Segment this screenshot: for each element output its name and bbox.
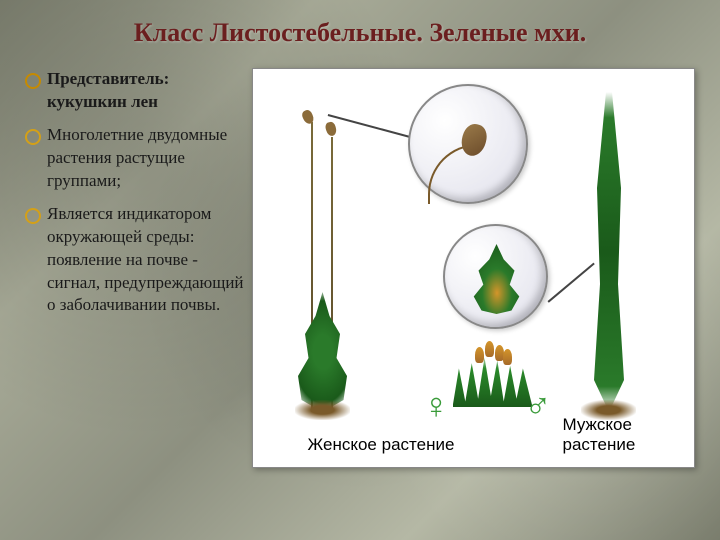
slide-container: Класс Листостебельные. Зеленые мхи. Пред…	[0, 0, 720, 540]
female-symbol-icon: ♀	[423, 385, 450, 427]
moss-tip-icon	[467, 244, 527, 314]
bullet-item: Является индикатором окружающей среды: п…	[25, 203, 252, 318]
female-plant-illustration	[273, 102, 423, 412]
capsule-icon	[324, 121, 337, 137]
content-row: Представитель: кукушкин лен Многолетние …	[25, 68, 695, 468]
female-plant-label: Женское растение	[308, 435, 455, 455]
male-moss-icon	[579, 92, 639, 412]
slide-title: Класс Листостебельные. Зеленые мхи.	[25, 18, 695, 48]
detail-circle-moss-tip	[443, 224, 548, 329]
buds-cluster-icon	[475, 341, 511, 367]
moss-leaves-icon	[288, 292, 358, 412]
capsule-icon	[300, 109, 315, 126]
male-symbol-icon: ♂	[525, 385, 552, 427]
roots-icon	[295, 400, 350, 420]
bud-icon	[503, 349, 512, 365]
bullet-item: Представитель: кукушкин лен	[25, 68, 252, 114]
detail-circle-capsule	[408, 84, 528, 204]
bud-icon	[485, 341, 494, 357]
bullet-list: Представитель: кукушкин лен Многолетние …	[25, 68, 252, 468]
male-plant-label: Мужское растение	[563, 415, 694, 455]
male-plant-illustration	[549, 77, 679, 412]
bullet-item: Многолетние двудомные растения растущие …	[25, 124, 252, 193]
diagram-image: ♀ ♂ Женское растение Мужское растение	[252, 68, 695, 468]
bud-icon	[475, 347, 484, 363]
